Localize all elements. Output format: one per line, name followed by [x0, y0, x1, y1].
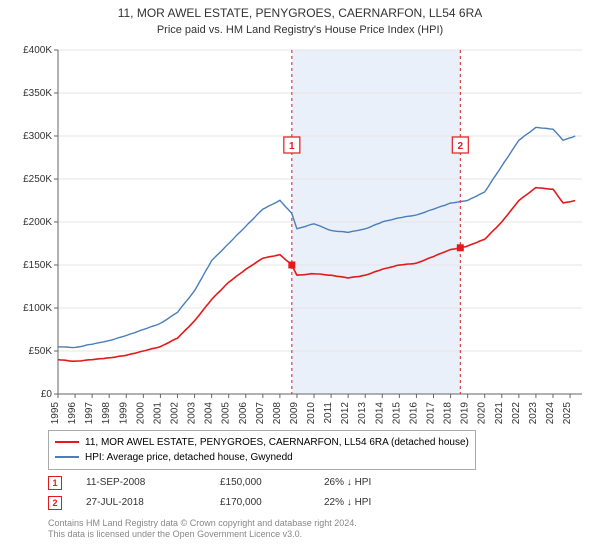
- sale-date: 11-SEP-2008: [86, 477, 196, 488]
- svg-text:2022: 2022: [511, 401, 522, 423]
- svg-text:2017: 2017: [426, 401, 437, 423]
- legend-row: 11, MOR AWEL ESTATE, PENYGROES, CAERNARF…: [55, 435, 469, 450]
- svg-text:2013: 2013: [357, 401, 368, 423]
- svg-text:2014: 2014: [374, 401, 385, 423]
- svg-text:2011: 2011: [323, 401, 334, 423]
- sale-marker-icon: 2: [48, 496, 62, 510]
- legend-label: 11, MOR AWEL ESTATE, PENYGROES, CAERNARF…: [85, 435, 469, 450]
- svg-text:£350K: £350K: [23, 88, 52, 99]
- legend-swatch-property: [55, 441, 79, 443]
- svg-text:£0: £0: [41, 389, 53, 400]
- svg-text:2025: 2025: [562, 401, 573, 423]
- svg-text:2004: 2004: [204, 401, 215, 423]
- svg-text:2016: 2016: [408, 401, 419, 423]
- line-chart-svg: £0 £50K £100K £150K £200K £250K £300K £350K £400…: [10, 44, 590, 424]
- svg-text:1999: 1999: [118, 401, 129, 423]
- sale-change: 26% ↓ HPI: [324, 477, 424, 488]
- legend-row: HPI: Average price, detached house, Gwyn…: [55, 450, 469, 465]
- svg-text:2000: 2000: [135, 401, 146, 423]
- svg-text:2021: 2021: [494, 401, 505, 423]
- legend-swatch-hpi: [55, 456, 79, 458]
- svg-text:2008: 2008: [272, 401, 283, 423]
- svg-text:£250K: £250K: [23, 174, 52, 185]
- svg-text:1998: 1998: [101, 401, 112, 423]
- legend-box: 11, MOR AWEL ESTATE, PENYGROES, CAERNARF…: [48, 430, 476, 470]
- attribution-line: Contains HM Land Registry data © Crown c…: [48, 518, 580, 530]
- svg-text:1997: 1997: [84, 401, 95, 423]
- sale-date: 27-JUL-2018: [86, 497, 196, 508]
- svg-text:£150K: £150K: [23, 260, 52, 271]
- svg-text:2009: 2009: [289, 401, 300, 423]
- svg-text:£300K: £300K: [23, 131, 52, 142]
- svg-text:2005: 2005: [221, 401, 232, 423]
- svg-text:2003: 2003: [187, 401, 198, 423]
- sale-price: £150,000: [220, 477, 300, 488]
- sale-change: 22% ↓ HPI: [324, 497, 424, 508]
- svg-text:2020: 2020: [477, 401, 488, 423]
- svg-text:2024: 2024: [545, 401, 556, 423]
- svg-text:£200K: £200K: [23, 217, 52, 228]
- chart-subtitle: Price paid vs. HM Land Registry's House …: [0, 22, 600, 36]
- svg-text:2019: 2019: [460, 401, 471, 423]
- svg-text:2010: 2010: [306, 401, 317, 423]
- sale-row: 1 11-SEP-2008 £150,000 26% ↓ HPI: [48, 476, 580, 490]
- sale-price: £170,000: [220, 497, 300, 508]
- attribution: Contains HM Land Registry data © Crown c…: [48, 518, 580, 541]
- svg-text:£50K: £50K: [29, 346, 53, 357]
- svg-text:£400K: £400K: [23, 45, 52, 56]
- svg-text:£100K: £100K: [23, 303, 52, 314]
- svg-text:2001: 2001: [152, 401, 163, 423]
- svg-text:2: 2: [458, 141, 464, 152]
- svg-text:1995: 1995: [50, 401, 61, 423]
- legend-label: HPI: Average price, detached house, Gwyn…: [85, 450, 293, 465]
- svg-text:2012: 2012: [340, 401, 351, 423]
- sale-marker-icon: 1: [48, 476, 62, 490]
- chart-area: £0 £50K £100K £150K £200K £250K £300K £350K £400…: [10, 44, 590, 424]
- svg-text:2018: 2018: [443, 401, 454, 423]
- chart-title: 11, MOR AWEL ESTATE, PENYGROES, CAERNARF…: [0, 0, 600, 22]
- svg-text:2007: 2007: [255, 401, 266, 423]
- sale-row: 2 27-JUL-2018 £170,000 22% ↓ HPI: [48, 496, 580, 510]
- svg-text:2002: 2002: [169, 401, 180, 423]
- svg-text:1: 1: [289, 141, 295, 152]
- attribution-line: This data is licensed under the Open Gov…: [48, 529, 580, 541]
- svg-text:2015: 2015: [391, 401, 402, 423]
- svg-text:1996: 1996: [67, 401, 78, 423]
- svg-text:2023: 2023: [528, 401, 539, 423]
- sales-table: 1 11-SEP-2008 £150,000 26% ↓ HPI 2 27-JU…: [48, 476, 580, 510]
- svg-text:2006: 2006: [238, 401, 249, 423]
